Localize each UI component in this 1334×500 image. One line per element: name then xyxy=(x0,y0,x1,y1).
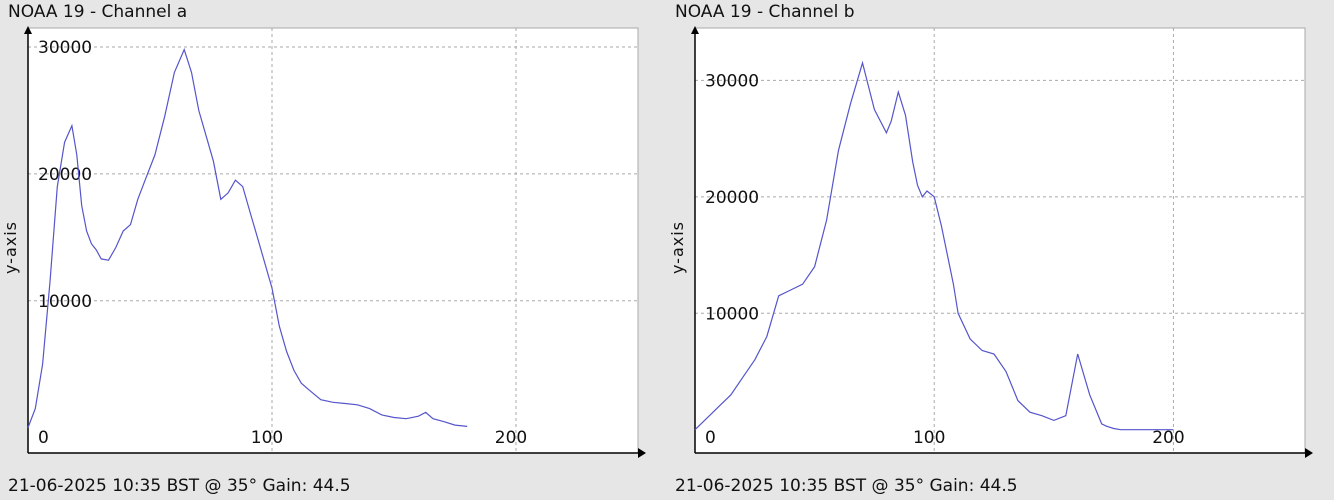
y-axis-arrow xyxy=(691,26,699,34)
y-tick-label: 10000 xyxy=(705,304,759,324)
chart-footer: 21-06-2025 10:35 BST @ 35° Gain: 44.5 xyxy=(675,476,1018,496)
plot-area xyxy=(694,27,1306,454)
x-axis-arrow xyxy=(638,448,646,458)
x-axis-arrow xyxy=(1305,448,1313,458)
x-tick-label: 0 xyxy=(705,428,716,448)
series-line xyxy=(27,47,468,428)
y-tick-label: 20000 xyxy=(705,188,759,208)
chart-panel-b: NOAA 19 - Channel b y-axis 0 100 200 10000 2… xyxy=(667,0,1334,500)
chart-title: NOAA 19 - Channel b xyxy=(675,2,855,22)
y-axis-arrow xyxy=(24,26,32,34)
x-tick-label: 100 xyxy=(913,428,945,448)
x-tick-label: 200 xyxy=(1152,428,1184,448)
y-tick-label: 30000 xyxy=(705,71,759,91)
chart-panel-a: NOAA 19 - Channel a y-axis 0 100 200 10000 2… xyxy=(1,2,646,496)
chart-plot-a: 0 100 200 10000 20000 30000 xyxy=(24,26,646,458)
y-tick-label: 20000 xyxy=(38,165,92,185)
y-tick-label: 10000 xyxy=(38,292,92,312)
chart-title: NOAA 19 - Channel a xyxy=(8,2,188,22)
series-line xyxy=(694,60,1174,431)
chart-plot-b: 0 100 200 10000 20000 30000 xyxy=(691,26,1313,458)
x-tick-label: 0 xyxy=(38,428,49,448)
chart-footer: 21-06-2025 10:35 BST @ 35° Gain: 44.5 xyxy=(8,476,351,496)
x-tick-label: 200 xyxy=(495,428,527,448)
plot-area xyxy=(27,27,639,454)
x-tick-label: 100 xyxy=(251,428,283,448)
y-tick-label: 30000 xyxy=(38,38,92,58)
